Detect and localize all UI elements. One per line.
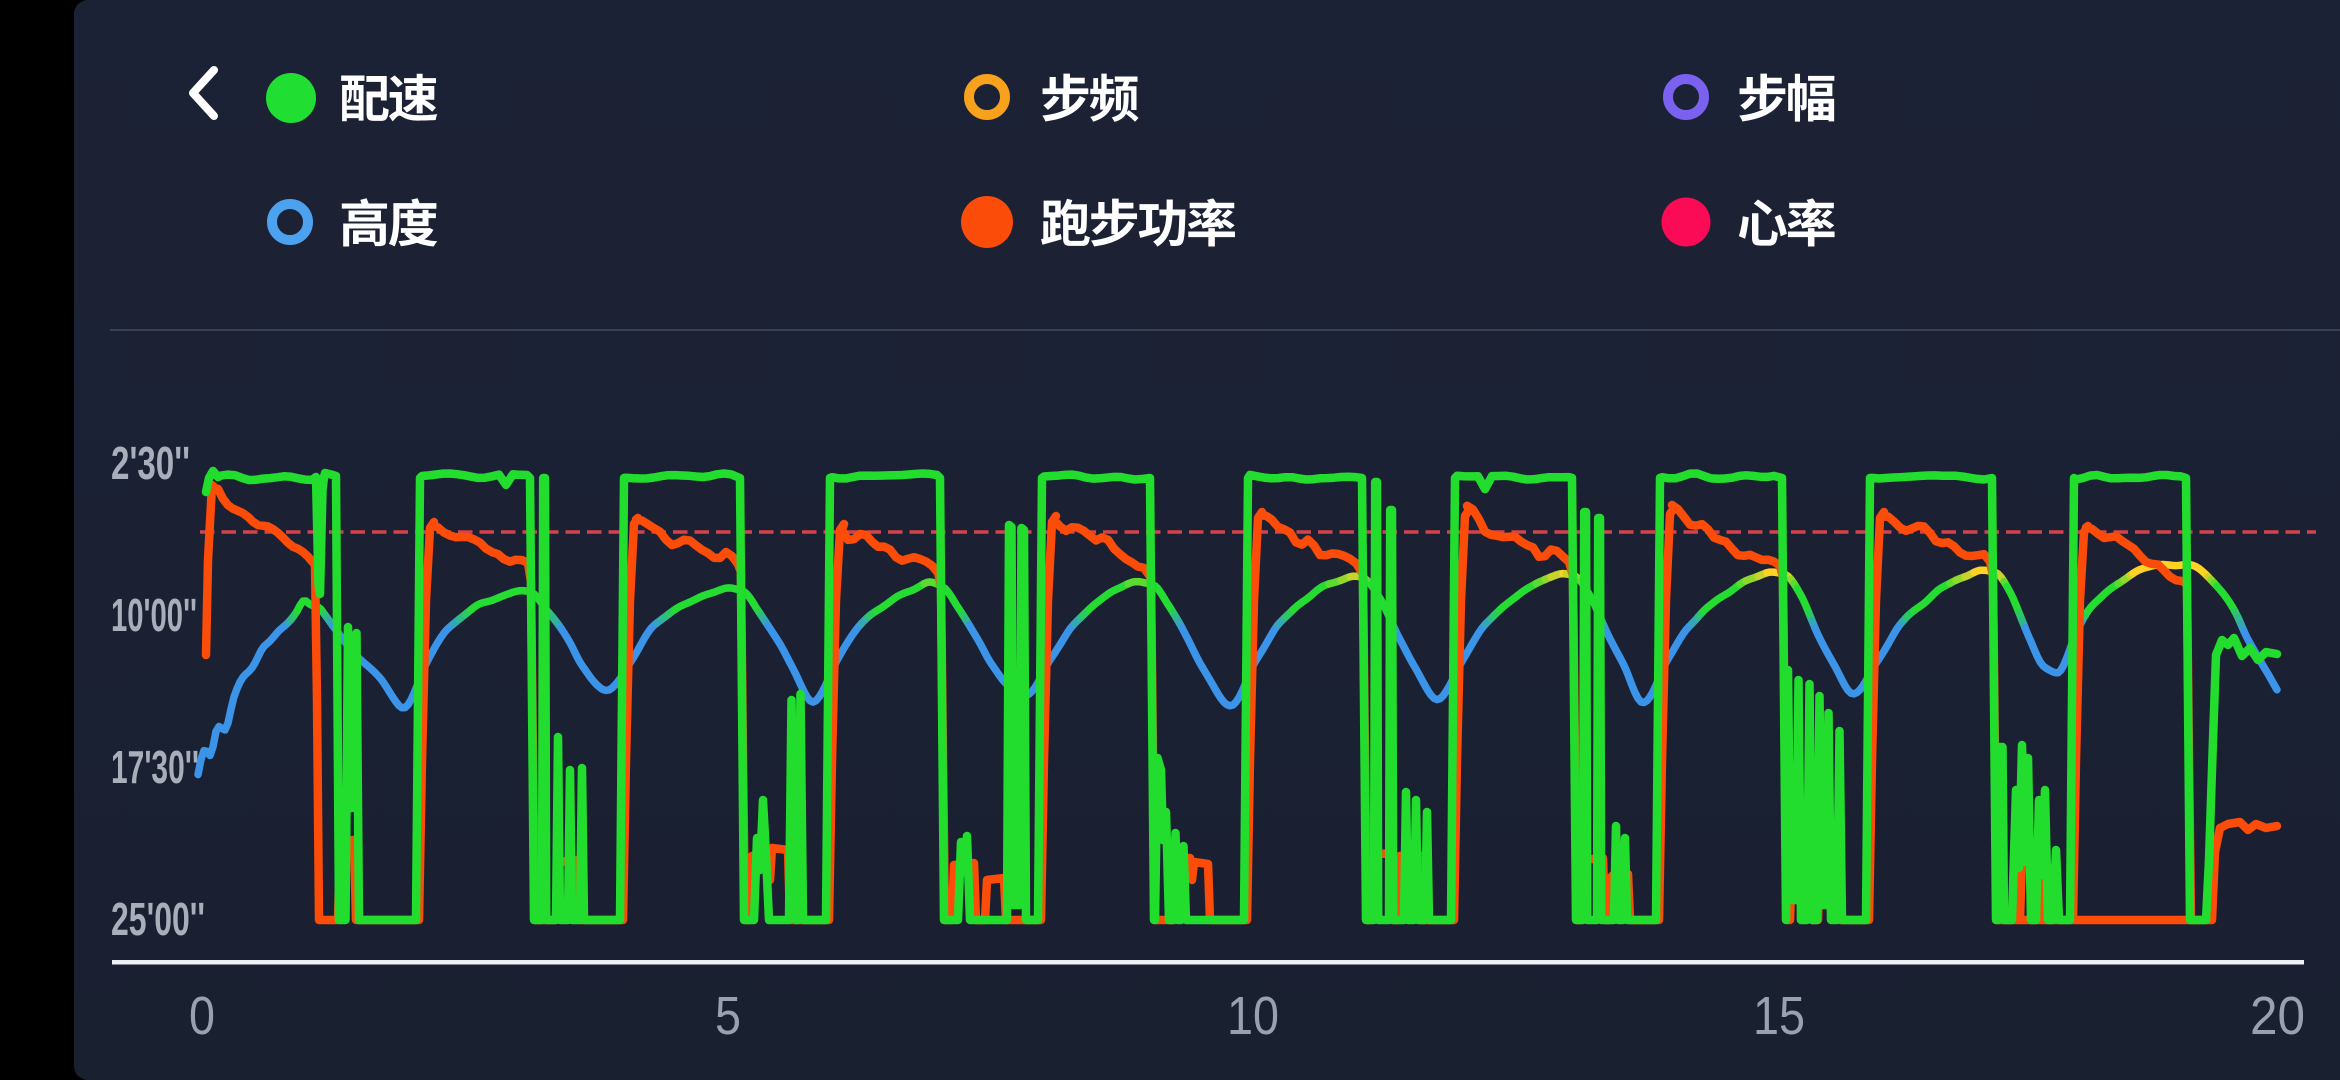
svg-text:17'30'': 17'30'' (111, 741, 199, 793)
svg-text:10'00'': 10'00'' (111, 589, 197, 641)
svg-text:25'00'': 25'00'' (111, 893, 205, 945)
svg-text:15: 15 (1753, 986, 1805, 1046)
svg-text:20: 20 (2250, 986, 2305, 1046)
svg-text:10: 10 (1227, 986, 1279, 1046)
svg-text:0: 0 (189, 986, 215, 1046)
svg-text:5: 5 (715, 986, 741, 1046)
svg-text:2'30'': 2'30'' (111, 437, 190, 489)
